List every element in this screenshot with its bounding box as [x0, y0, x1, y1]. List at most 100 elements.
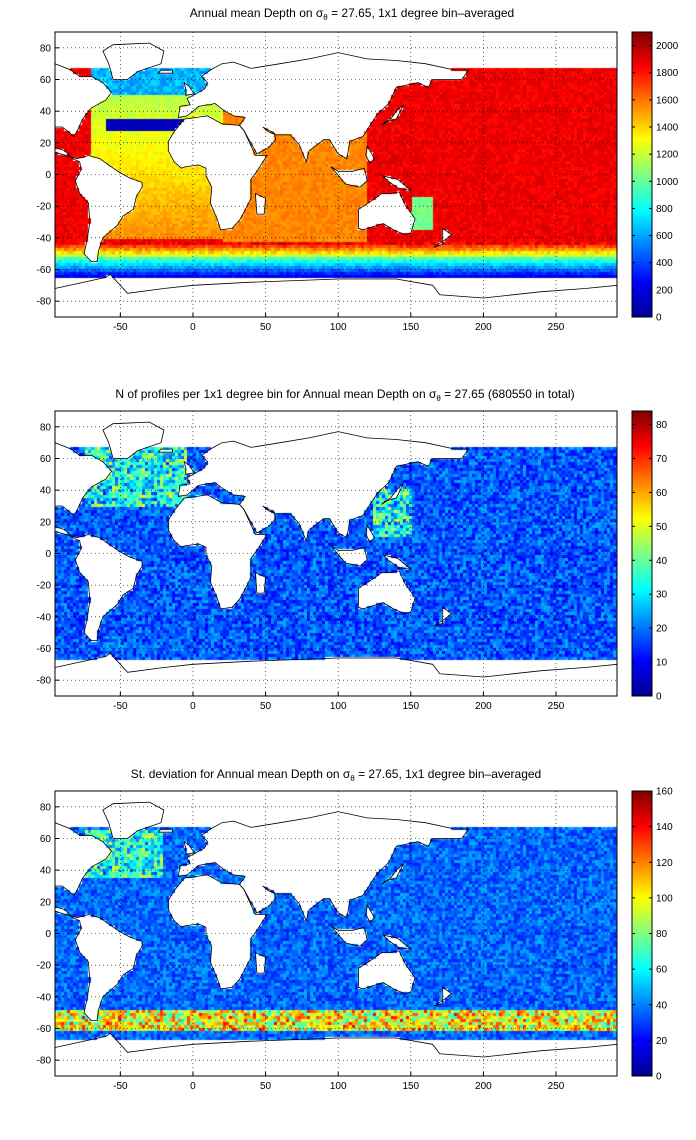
tick-label-y-6: 40 — [40, 486, 52, 497]
tick-label-y-3: -20 — [37, 961, 52, 972]
cbar-label-4: 800 — [656, 204, 673, 215]
colorbar: 0 20 40 60 80 100 120 140 160 — [631, 787, 673, 1083]
cbar-label-9: 1800 — [656, 68, 679, 79]
tick-label-y-7: 60 — [40, 834, 52, 845]
axes-frame — [54, 790, 618, 1077]
coastline-12 — [433, 227, 453, 248]
tick-label-y-4: 0 — [45, 549, 51, 560]
cbar-label-4: 40 — [656, 556, 668, 567]
coastline-10 — [330, 545, 368, 567]
cbar-label-3: 60 — [656, 965, 668, 976]
cbar-label-3: 30 — [656, 590, 668, 601]
cbar-label-2: 40 — [656, 1000, 668, 1011]
tick-label-x-1: 0 — [190, 322, 196, 333]
tick-label-y-4: 0 — [45, 170, 51, 181]
coastline-3 — [167, 494, 268, 610]
cbar-label-7: 1400 — [656, 123, 679, 134]
tick-label-x-3: 100 — [330, 701, 347, 712]
coastline-12 — [433, 986, 453, 1007]
tick-label-x-6: 250 — [548, 701, 565, 712]
chart-title: N of profiles per 1x1 degree bin for Ann… — [115, 387, 574, 403]
coastline-13 — [157, 69, 174, 74]
axes: -50 0 50 100 150 200 250 -80 -60 -40 -20 0 20 40 60 80 — [37, 31, 618, 333]
colorbar: 0 10 20 30 40 50 60 70 80 — [631, 410, 668, 703]
cbar-label-5: 1000 — [656, 177, 679, 188]
tick-label-y-1: -60 — [37, 265, 52, 276]
cbar-label-10: 2000 — [656, 41, 679, 52]
tick-label-x-5: 200 — [475, 701, 492, 712]
tick-label-x-3: 100 — [330, 1081, 347, 1092]
tick-label-y-6: 40 — [40, 866, 52, 877]
coastline-11 — [382, 554, 413, 570]
cbar-label-0: 0 — [656, 1072, 662, 1083]
colorbar-ramp — [631, 31, 653, 318]
cbar-label-3: 600 — [656, 231, 673, 242]
cbar-label-6: 60 — [656, 488, 668, 499]
colorbar-ramp — [631, 410, 653, 697]
tick-label-x-5: 200 — [475, 322, 492, 333]
tick-label-y-0: -80 — [37, 676, 52, 687]
tick-label-y-2: -40 — [37, 612, 52, 623]
coastline-8 — [183, 460, 196, 475]
coastline-0 — [54, 442, 113, 517]
tick-label-x-6: 250 — [548, 1081, 565, 1092]
coastline-2 — [102, 42, 165, 80]
tick-label-y-8: 80 — [40, 422, 52, 433]
coastline-4 — [177, 431, 470, 543]
coastline-9 — [381, 863, 404, 885]
coastline-1 — [54, 906, 143, 1021]
cbar-label-2: 400 — [656, 258, 673, 269]
cbar-label-1: 20 — [656, 1036, 668, 1047]
coastline-14 — [365, 523, 375, 544]
tick-label-x-4: 150 — [402, 322, 419, 333]
panel-stdev: St. deviation for Annual mean Depth on σ… — [37, 767, 674, 1092]
coastline-13 — [157, 828, 174, 833]
tick-label-x-2: 50 — [260, 322, 272, 333]
cbar-label-5: 100 — [656, 893, 673, 904]
coastline-4 — [177, 52, 470, 164]
coastline-1 — [54, 147, 143, 263]
coastline-3 — [167, 874, 268, 990]
coastline-8 — [183, 840, 196, 855]
cbar-label-7: 70 — [656, 454, 668, 465]
cbar-label-6: 1200 — [656, 150, 679, 161]
tick-label-y-8: 80 — [40, 43, 52, 54]
coastline-9 — [381, 483, 404, 505]
coastline-1 — [54, 526, 143, 641]
tick-label-x-1: 0 — [190, 1081, 196, 1092]
coastline-11 — [382, 934, 413, 950]
coastline-10 — [330, 925, 368, 947]
panel-count: N of profiles per 1x1 degree bin for Ann… — [37, 387, 668, 712]
tick-label-y-0: -80 — [37, 1056, 52, 1067]
tick-label-y-3: -20 — [37, 202, 52, 213]
coastline-0 — [54, 822, 113, 897]
tick-label-y-4: 0 — [45, 929, 51, 940]
tick-label-y-5: 20 — [40, 517, 52, 528]
tick-label-y-7: 60 — [40, 454, 52, 465]
coastline-5 — [358, 570, 416, 615]
cbar-label-2: 20 — [656, 624, 668, 635]
cbar-label-0: 0 — [656, 313, 662, 324]
tick-label-y-0: -80 — [37, 297, 52, 308]
coastline-14 — [365, 903, 375, 924]
coastline-7 — [254, 571, 267, 594]
coastline-13 — [157, 448, 174, 453]
tick-label-y-8: 80 — [40, 802, 52, 813]
coastline-11 — [382, 175, 413, 191]
coastline-2 — [102, 421, 165, 459]
tick-label-y-5: 20 — [40, 138, 52, 149]
coastline-8 — [183, 81, 196, 96]
tick-label-x-0: -50 — [113, 701, 128, 712]
tick-label-x-1: 0 — [190, 701, 196, 712]
coastline-5 — [358, 191, 416, 236]
coastline-2 — [102, 801, 165, 839]
cbar-label-1: 10 — [656, 658, 668, 669]
tick-label-y-1: -60 — [37, 644, 52, 655]
coastline-3 — [167, 115, 268, 231]
cbar-label-5: 50 — [656, 522, 668, 533]
coastline-7 — [254, 951, 267, 974]
tick-label-y-2: -40 — [37, 992, 52, 1003]
tick-label-y-6: 40 — [40, 107, 52, 118]
axes-frame — [54, 410, 618, 697]
